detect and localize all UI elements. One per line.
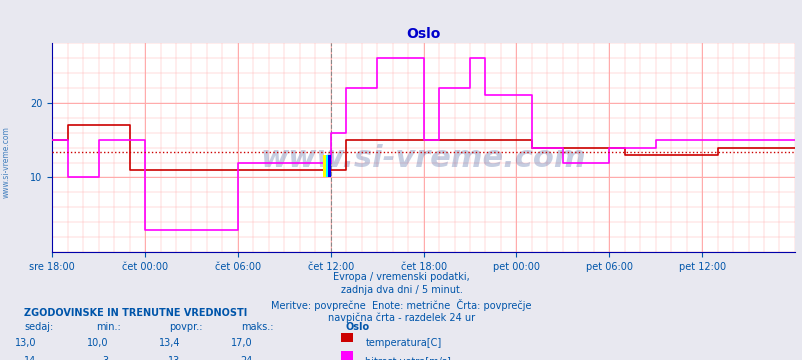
- Text: maks.:: maks.:: [241, 322, 273, 332]
- Text: 13: 13: [168, 356, 180, 360]
- Text: sedaj:: sedaj:: [24, 322, 53, 332]
- Text: 13,0: 13,0: [14, 338, 36, 348]
- Text: temperatura[C]: temperatura[C]: [365, 338, 441, 348]
- Text: navpična črta - razdelek 24 ur: navpična črta - razdelek 24 ur: [327, 313, 475, 323]
- Text: 17,0: 17,0: [231, 338, 253, 348]
- Bar: [328, 155, 330, 177]
- Text: Oslo: Oslo: [345, 322, 369, 332]
- Text: hitrost vetra[m/s]: hitrost vetra[m/s]: [365, 356, 451, 360]
- Text: min.:: min.:: [96, 322, 121, 332]
- Text: 10,0: 10,0: [87, 338, 108, 348]
- Text: Evropa / vremenski podatki,: Evropa / vremenski podatki,: [333, 272, 469, 282]
- Text: povpr.:: povpr.:: [168, 322, 202, 332]
- Text: Meritve: povprečne  Enote: metrične  Črta: povprečje: Meritve: povprečne Enote: metrične Črta:…: [271, 299, 531, 311]
- Text: 13,4: 13,4: [159, 338, 180, 348]
- Title: Oslo: Oslo: [406, 27, 440, 41]
- Text: 24: 24: [241, 356, 253, 360]
- Text: 14: 14: [24, 356, 36, 360]
- Text: 3: 3: [102, 356, 108, 360]
- Bar: [325, 155, 328, 177]
- Text: www.si-vreme.com: www.si-vreme.com: [2, 126, 11, 198]
- Bar: [322, 155, 325, 177]
- Text: zadnja dva dni / 5 minut.: zadnja dva dni / 5 minut.: [340, 285, 462, 296]
- Text: ZGODOVINSKE IN TRENUTNE VREDNOSTI: ZGODOVINSKE IN TRENUTNE VREDNOSTI: [24, 308, 247, 318]
- Text: www.si-vreme.com: www.si-vreme.com: [261, 144, 585, 172]
